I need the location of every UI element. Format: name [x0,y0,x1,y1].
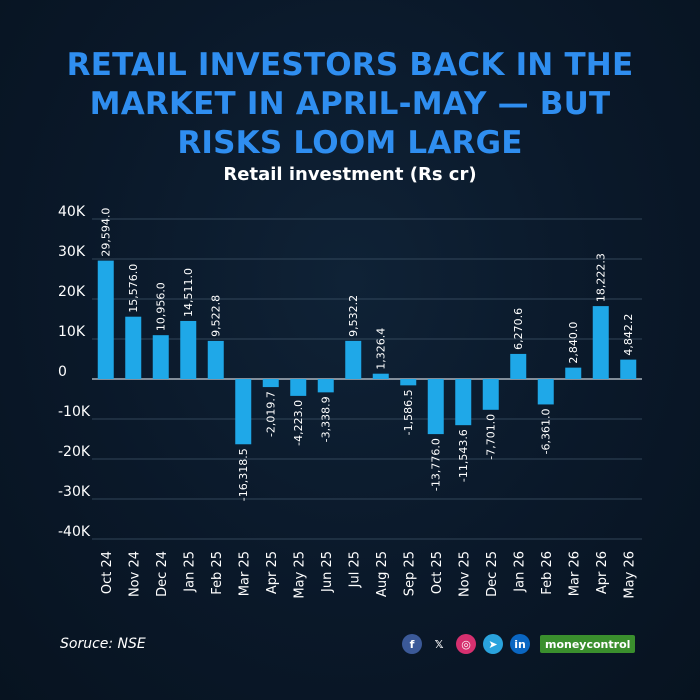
x-tick-label: Nov 25 [457,551,472,597]
bar [620,359,637,379]
bar [372,373,389,379]
x-tick-label: Oct 24 [100,551,115,594]
x-tick-label: May 26 [622,551,637,599]
y-tick-label: 20K [58,284,86,300]
x-tick-label: Mar 25 [237,551,252,596]
source-note: Soruce: NSE [60,636,146,652]
y-tick-label: 0 [58,364,67,380]
value-label: -11,543.6 [457,429,470,482]
bar [427,379,444,435]
value-label: -13,776.0 [430,438,443,491]
value-label: 1,326.4 [375,328,388,370]
headline-line-3: RISKS LOOM LARGE [177,125,523,161]
y-tick-label: 30K [58,244,86,260]
y-tick-label: -20K [58,444,91,460]
x-tick-label: Oct 25 [430,551,445,594]
x-tick-label: Jan 25 [182,551,197,593]
y-tick-label: 10K [58,324,86,340]
bar [152,335,169,379]
x-tick-label: Apr 26 [595,551,610,594]
x-tick-label: May 25 [292,551,307,599]
value-label: 18,222.3 [595,253,608,302]
x-icon[interactable]: 𝕏 [434,637,444,651]
y-tick-label: -30K [58,484,91,500]
value-label: 14,511.0 [182,268,195,317]
telegram-icon[interactable]: ➤ [483,634,503,654]
bar [345,340,362,379]
x-tick-label: Dec 24 [155,551,170,597]
x-tick-label: Feb 25 [210,551,225,595]
x-tick-label: Sep 25 [402,551,417,596]
headline-line-1: RETAIL INVESTORS BACK IN THE [66,47,634,83]
x-tick-label: Jul 25 [347,551,362,588]
value-label: 9,522.8 [210,295,223,337]
y-tick-label: -40K [58,524,91,540]
value-label: -2,019.7 [265,391,278,437]
x-tick-label: Aug 25 [375,551,390,597]
y-tick-label: -10K [58,404,91,420]
x-tick-label: Mar 26 [567,551,582,596]
bar [125,316,142,379]
value-label: 4,842.2 [622,314,635,356]
value-label: 6,270.6 [512,308,525,350]
bar [290,379,307,396]
value-label: 9,532.2 [347,295,360,337]
moneycontrol-logo[interactable]: moneycontrol [540,635,636,653]
chart-subtitle: Retail investment (Rs cr) [223,164,477,185]
headline-line-2: MARKET IN APRIL-MAY — BUT [89,86,611,122]
bar [180,320,197,379]
bar [207,340,224,379]
value-label: 2,840.0 [567,322,580,364]
linkedin-icon[interactable]: in [510,634,530,654]
y-tick-label: 40K [58,204,86,220]
value-label: 15,576.0 [127,264,140,313]
bar [482,379,499,410]
value-label: -7,701.0 [485,414,498,460]
bar [510,353,527,379]
value-label: -4,223.0 [292,400,305,446]
x-tick-label: Jun 25 [320,551,335,593]
bar [455,379,472,426]
value-label: -6,361.0 [540,408,553,454]
bar [565,367,582,379]
bar [262,379,279,388]
value-label: -1,586.5 [402,389,415,435]
x-tick-label: Jan 26 [512,551,527,593]
x-tick-label: Dec 25 [485,551,500,597]
headline: RETAIL INVESTORS BACK IN THE MARKET IN A… [0,46,700,163]
x-tick-label: Nov 24 [127,551,142,597]
x-tick-label: Apr 25 [265,551,280,594]
bar [317,379,334,393]
bar [97,260,114,379]
x-tick-label: Feb 26 [540,551,555,595]
bar [235,379,252,445]
bar [400,379,417,386]
instagram-icon[interactable]: ◎ [456,634,476,654]
value-label: -16,318.5 [237,448,250,501]
value-label: 10,956.0 [155,282,168,331]
facebook-icon[interactable]: f [402,634,422,654]
bar [537,379,554,405]
bar [592,306,609,379]
social-links: f 𝕏 ◎ ➤ in moneycontrol [402,634,636,654]
value-label: -3,338.9 [320,396,333,442]
value-label: 29,594.0 [100,208,113,257]
